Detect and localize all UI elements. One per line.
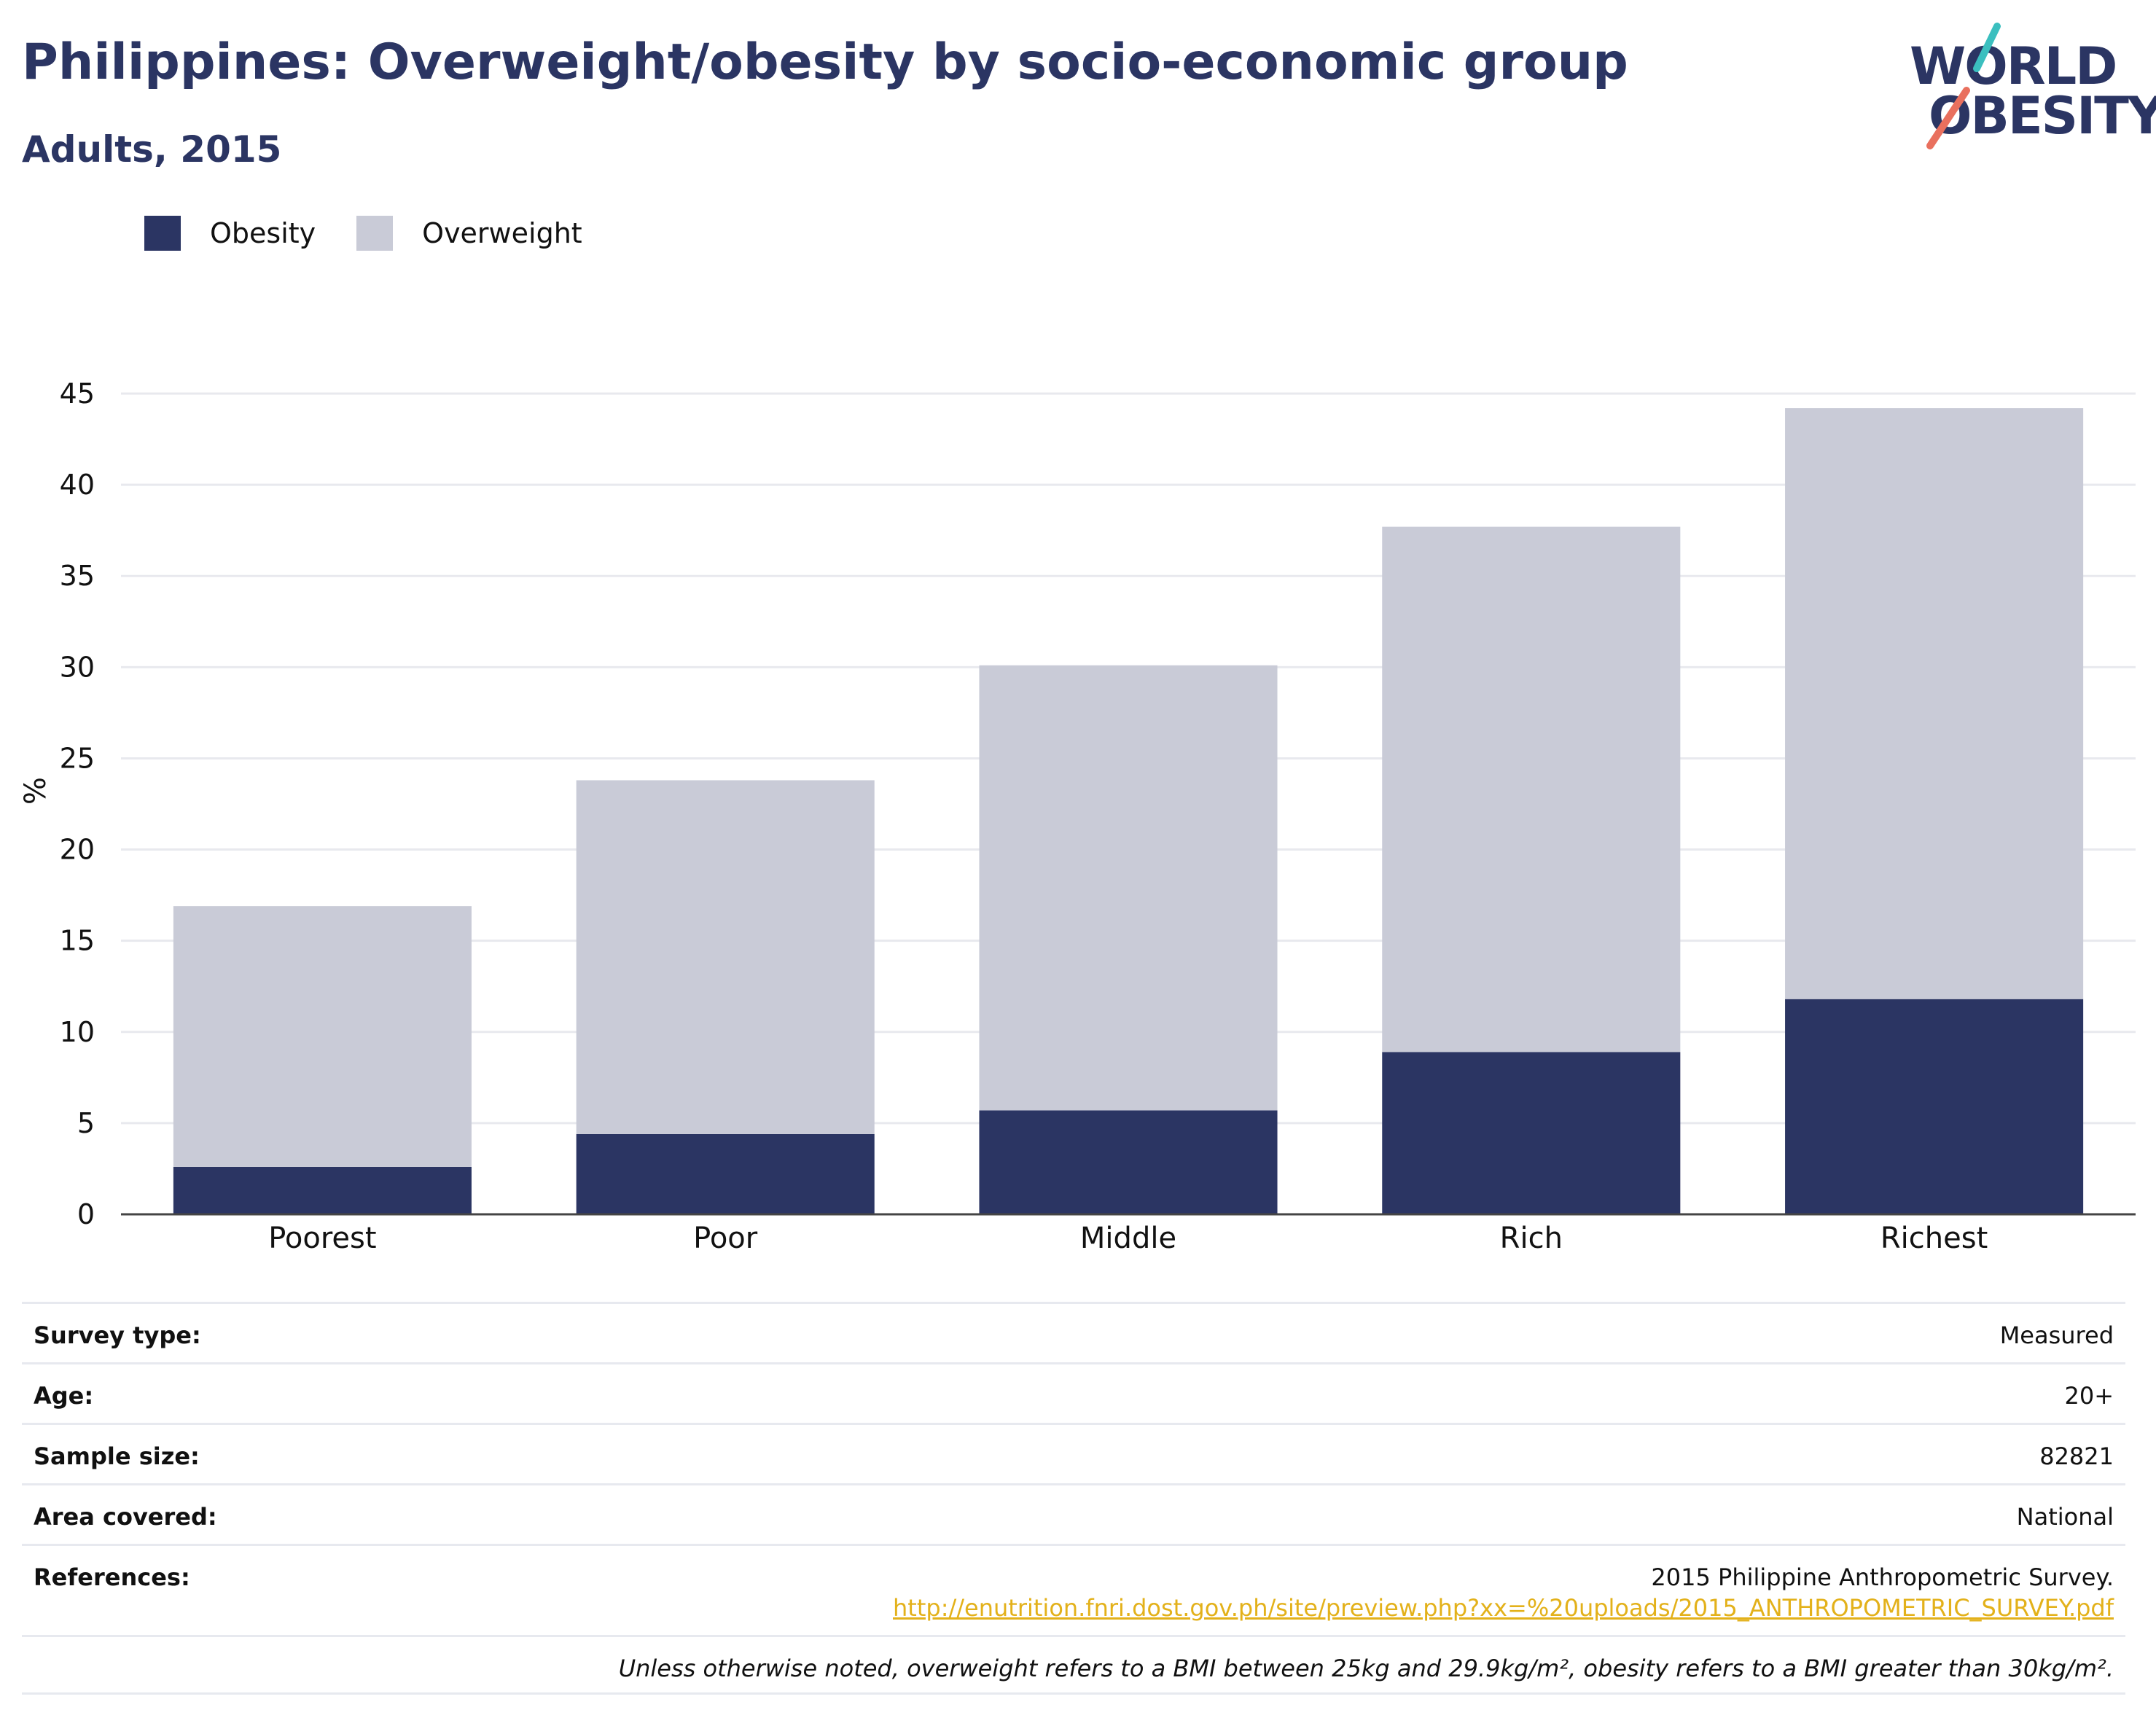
bar-obesity-poor[interactable] xyxy=(576,1133,875,1214)
bar-obesity-middle[interactable] xyxy=(979,1110,1278,1214)
y-tick-label: 5 xyxy=(77,1107,95,1139)
y-tick-label: 20 xyxy=(60,834,95,866)
legend-label-overweight: Overweight xyxy=(422,217,582,249)
chart-subtitle: Adults, 2015 xyxy=(22,128,282,171)
world-obesity-logo: WORLD OBESITY xyxy=(1895,20,2156,159)
y-tick-label: 10 xyxy=(60,1016,95,1048)
bar-overweight-middle[interactable] xyxy=(979,665,1278,1111)
y-axis-ticks: 0 5 10 15 20 25 30 35 40 45 xyxy=(60,378,95,1230)
x-tick-label: Poorest xyxy=(268,1222,376,1255)
legend-label-obesity: Obesity xyxy=(210,217,316,249)
chart-title: Philippines: Overweight/obesity by socio… xyxy=(22,34,1628,91)
x-axis-ticks: Poorest Poor Middle Rich Richest xyxy=(268,1222,1988,1255)
sample-size-value: 82821 xyxy=(2039,1442,2114,1470)
x-tick-label: Poor xyxy=(693,1222,758,1255)
y-tick-label: 30 xyxy=(60,651,95,683)
legend-swatch-obesity xyxy=(144,216,181,251)
bar-overweight-poor[interactable] xyxy=(576,780,875,1134)
age-value: 20+ xyxy=(2064,1382,2114,1410)
references-label: References: xyxy=(34,1563,190,1591)
x-tick-label: Middle xyxy=(1080,1222,1176,1255)
y-tick-label: 0 xyxy=(77,1198,95,1230)
survey-type-value: Measured xyxy=(1999,1321,2114,1349)
chart-legend: Obesity Overweight xyxy=(144,216,623,251)
x-tick-label: Richest xyxy=(1880,1222,1988,1255)
area-covered-label: Area covered: xyxy=(34,1503,217,1531)
info-row-area-covered: Area covered: National xyxy=(22,1483,2125,1544)
stacked-bar-chart: 0 5 10 15 20 25 30 35 40 45 Poorest Poor Middle Rich… xyxy=(19,378,2136,1255)
bar-overweight-richest[interactable] xyxy=(1785,408,2084,999)
survey-info-table: Survey type: Measured Age: 20+ Sample si… xyxy=(22,1302,2125,1695)
area-covered-value: National xyxy=(2016,1503,2114,1531)
references-text: 2015 Philippine Anthropometric Survey. xyxy=(1651,1563,2114,1591)
y-tick-label: 25 xyxy=(60,742,95,774)
bar-obesity-richest[interactable] xyxy=(1785,999,2084,1214)
logo-text-obesity: OBESITY xyxy=(1929,86,2156,146)
age-label: Age: xyxy=(34,1382,94,1410)
legend-item-overweight[interactable]: Overweight xyxy=(356,216,582,251)
info-row-survey-type: Survey type: Measured xyxy=(22,1302,2125,1362)
bar-obesity-poorest[interactable] xyxy=(173,1166,472,1214)
bar-obesity-rich[interactable] xyxy=(1382,1052,1681,1214)
x-tick-label: Rich xyxy=(1500,1222,1563,1255)
y-tick-label: 15 xyxy=(60,925,95,957)
bar-overweight-poorest[interactable] xyxy=(173,906,472,1167)
legend-swatch-overweight xyxy=(356,216,394,251)
y-tick-label: 35 xyxy=(60,560,95,592)
y-axis-label: % xyxy=(19,777,52,805)
sample-size-label: Sample size: xyxy=(34,1442,200,1470)
legend-item-obesity[interactable]: Obesity xyxy=(144,216,316,251)
y-tick-label: 40 xyxy=(60,469,95,501)
y-tick-label: 45 xyxy=(60,378,95,410)
references-link[interactable]: http://enutrition.fnri.dost.gov.ph/site/… xyxy=(893,1594,2114,1622)
references-value: 2015 Philippine Anthropometric Survey. h… xyxy=(893,1563,2114,1622)
info-row-age: Age: 20+ xyxy=(22,1362,2125,1423)
bar-overweight-rich[interactable] xyxy=(1382,526,1681,1052)
bmi-definition-note: Unless otherwise noted, overweight refer… xyxy=(618,1655,2114,1682)
chart-bars xyxy=(173,408,2084,1214)
info-row-sample-size: Sample size: 82821 xyxy=(22,1423,2125,1483)
logo-text-world: WORLD xyxy=(1910,36,2117,96)
info-row-references: References: 2015 Philippine Anthropometr… xyxy=(22,1544,2125,1635)
survey-type-label: Survey type: xyxy=(34,1321,201,1349)
info-row-note: Unless otherwise noted, overweight refer… xyxy=(22,1635,2125,1695)
logo-slash-icon xyxy=(1926,23,2001,149)
